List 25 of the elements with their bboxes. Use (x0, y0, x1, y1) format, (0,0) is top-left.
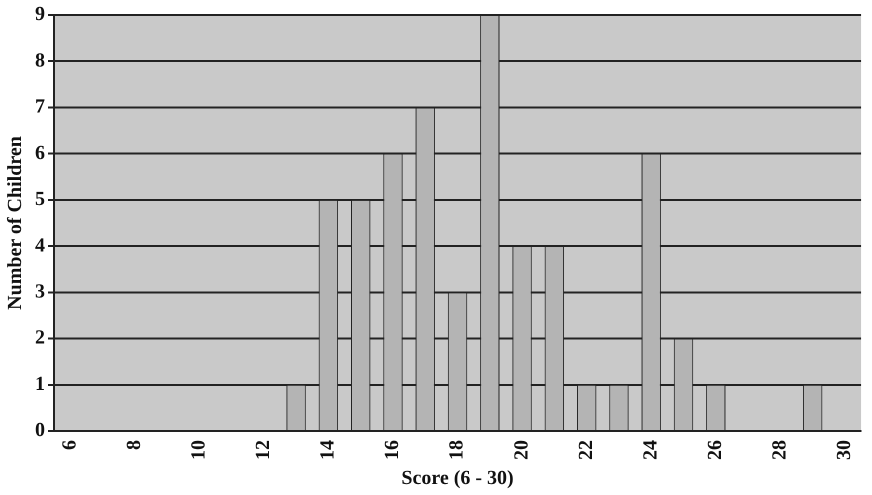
y-tick-label: 2 (35, 326, 45, 349)
y-tick-label: 1 (35, 372, 45, 395)
y-tick-label: 4 (35, 234, 45, 256)
x-tick-label: 22 (574, 440, 597, 460)
y-tick-label: 0 (35, 419, 45, 442)
x-tick-label: 16 (381, 440, 404, 460)
x-tick-label: 10 (187, 440, 210, 460)
x-tick-label: 30 (833, 440, 856, 460)
x-tick-label: 12 (252, 440, 274, 460)
x-tick-label: 26 (704, 440, 726, 460)
x-tick-label: 14 (316, 440, 339, 460)
x-tick-label: 20 (510, 440, 532, 460)
y-axis-title: Number of Children (4, 136, 26, 310)
x-tick-label: 18 (446, 440, 468, 460)
y-tick-label: 3 (35, 280, 45, 303)
y-tick-label: 9 (35, 3, 45, 26)
x-axis-title: Score (6 - 30) (401, 467, 514, 490)
y-tick-label: 5 (35, 188, 45, 210)
y-tick-label: 6 (35, 142, 45, 164)
y-tick-label: 7 (35, 96, 45, 118)
x-tick-label: 24 (639, 440, 662, 460)
x-tick-label: 28 (768, 440, 791, 460)
x-tick-label: 8 (122, 440, 145, 450)
y-tick-label: 8 (35, 49, 45, 72)
x-tick-label: 6 (58, 440, 80, 450)
